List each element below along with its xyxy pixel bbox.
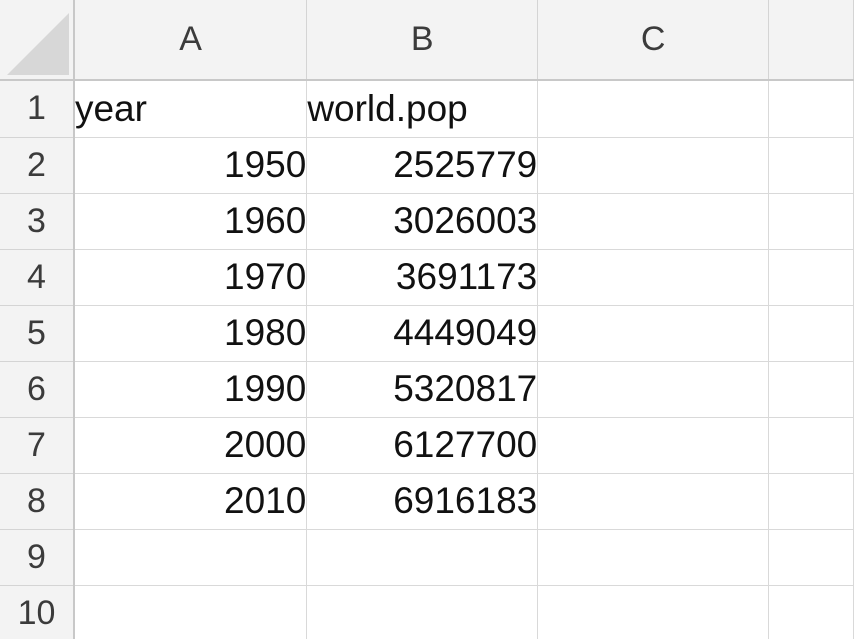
cell-c10[interactable] [537,585,770,639]
row-header[interactable]: 2 [0,137,75,194]
cell-a8[interactable]: 2010 [73,473,308,530]
cell-b3[interactable]: 3026003 [306,193,539,250]
cell-a1[interactable]: year [73,80,308,138]
row-header[interactable]: 1 [0,80,75,138]
cell-c3[interactable] [537,193,770,250]
cell-b2[interactable]: 2525779 [306,137,539,194]
table-row: 3 1960 3026003 [0,193,854,250]
cell-d8[interactable] [768,473,854,530]
row-header[interactable]: 8 [0,473,75,530]
cell-d9[interactable] [768,529,854,586]
cell-b8[interactable]: 6916183 [306,473,539,530]
table-row: 7 2000 6127700 [0,417,854,474]
row-header[interactable]: 4 [0,249,75,306]
cell-a5[interactable]: 1980 [73,305,308,362]
table-row: 1 year world.pop [0,80,854,138]
row-header[interactable]: 3 [0,193,75,250]
cell-b6[interactable]: 5320817 [306,361,539,418]
select-all-triangle-icon [6,13,69,75]
row-header[interactable]: 10 [0,585,75,639]
select-all-corner[interactable] [0,0,75,81]
column-header-c[interactable]: C [537,0,770,81]
cell-c8[interactable] [537,473,770,530]
cell-d5[interactable] [768,305,854,362]
cell-d6[interactable] [768,361,854,418]
cell-a9[interactable] [73,529,308,586]
cell-d4[interactable] [768,249,854,306]
cell-d3[interactable] [768,193,854,250]
table-row: 4 1970 3691173 [0,249,854,306]
cell-b1[interactable]: world.pop [306,80,539,138]
cell-d2[interactable] [768,137,854,194]
cell-b10[interactable] [306,585,539,639]
cell-a2[interactable]: 1950 [73,137,308,194]
cell-b4[interactable]: 3691173 [306,249,539,306]
cell-c9[interactable] [537,529,770,586]
table-row: 8 2010 6916183 [0,473,854,530]
table-row: 5 1980 4449049 [0,305,854,362]
cell-c4[interactable] [537,249,770,306]
cell-b7[interactable]: 6127700 [306,417,539,474]
table-row: 2 1950 2525779 [0,137,854,194]
table-row: 6 1990 5320817 [0,361,854,418]
cell-c5[interactable] [537,305,770,362]
cell-d7[interactable] [768,417,854,474]
column-header-d[interactable] [768,0,854,81]
row-header[interactable]: 5 [0,305,75,362]
row-header[interactable]: 6 [0,361,75,418]
cell-a3[interactable]: 1960 [73,193,308,250]
cell-d10[interactable] [768,585,854,639]
cell-a6[interactable]: 1990 [73,361,308,418]
cell-c7[interactable] [537,417,770,474]
cell-b9[interactable] [306,529,539,586]
cell-a7[interactable]: 2000 [73,417,308,474]
column-header-row: A B C [0,0,854,81]
cell-c1[interactable] [537,80,770,138]
column-header-a[interactable]: A [73,0,308,81]
cell-b5[interactable]: 4449049 [306,305,539,362]
cell-a10[interactable] [73,585,308,639]
cell-c6[interactable] [537,361,770,418]
column-header-b[interactable]: B [306,0,539,81]
row-header[interactable]: 9 [0,529,75,586]
cell-c2[interactable] [537,137,770,194]
cell-d1[interactable] [768,80,854,138]
table-row: 9 [0,529,854,586]
table-row: 10 [0,585,854,639]
cell-a4[interactable]: 1970 [73,249,308,306]
row-header[interactable]: 7 [0,417,75,474]
